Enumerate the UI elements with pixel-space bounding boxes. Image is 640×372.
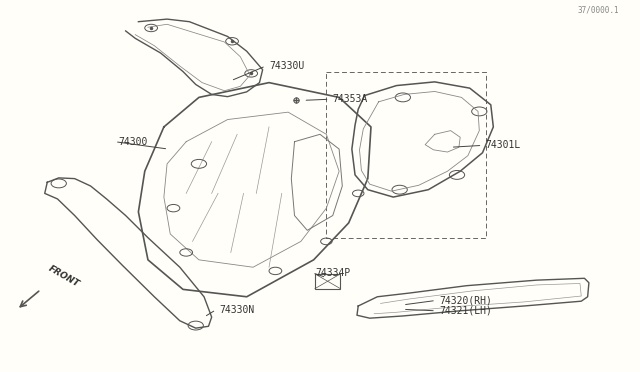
Text: 74320(RH): 74320(RH) — [439, 295, 492, 305]
Text: 74301L: 74301L — [486, 140, 521, 150]
Text: 74300: 74300 — [118, 137, 147, 147]
Text: FRONT: FRONT — [47, 263, 81, 288]
Text: 74330U: 74330U — [269, 61, 304, 71]
Text: 74321(LH): 74321(LH) — [439, 306, 492, 316]
Text: 74330N: 74330N — [220, 305, 255, 315]
Bar — [315, 274, 340, 289]
Text: 37/0000.1: 37/0000.1 — [578, 5, 620, 14]
Text: 74334P: 74334P — [316, 268, 351, 278]
Text: 74353A: 74353A — [333, 94, 368, 104]
